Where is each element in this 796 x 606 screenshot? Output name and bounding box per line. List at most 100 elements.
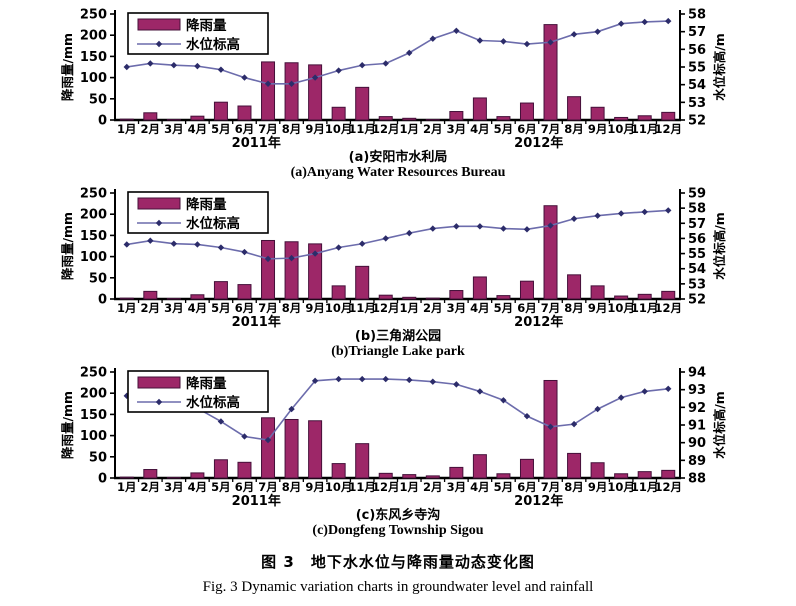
month-label: 10月 [607,122,635,136]
level-marker [429,225,437,232]
rain-bar [567,274,582,300]
rain-bar [261,417,276,479]
month-label: 9月 [305,480,325,494]
level-marker [194,62,201,70]
legend-rainfall-label: 降雨量 [186,375,227,392]
level-marker [358,240,366,247]
level-marker [547,423,554,430]
month-label: 7月 [541,122,561,136]
chart-b-caption-en: (b)Triangle Lake park [331,344,465,359]
month-label: 6月 [235,122,255,136]
month-label: 6月 [235,301,255,315]
rainfall-bars [119,24,676,121]
month-label: 8月 [564,480,584,494]
right-tick-label: 91 [688,419,706,434]
level-marker [665,17,672,25]
level-marker [547,222,554,229]
chart-panel-b: 0 50 100 150 200 250 52 53 54 55 56 57 58 59 降雨量/mm 水位标… [0,181,796,360]
rain-bar [143,469,158,479]
level-marker [382,60,389,67]
month-label: 1月 [117,122,137,136]
level-marker [476,388,484,395]
left-tick-label: 0 [98,114,107,129]
rain-bar [213,459,228,479]
level-marker [147,60,154,67]
left-tick-label: 100 [80,429,107,444]
level-marker [217,66,225,73]
legend-level-label: 水位标高 [186,394,240,411]
level-marker [358,375,366,383]
level-marker [264,255,272,263]
left-tick-label: 250 [80,187,107,202]
month-label: 5月 [211,122,231,136]
month-label: 5月 [211,480,231,494]
right-tick-label: 55 [688,247,706,262]
month-label: 7月 [541,480,561,494]
month-label: 2月 [423,301,443,315]
level-marker [476,37,484,44]
month-label: 3月 [447,480,467,494]
level-marker [217,418,225,425]
right-tick-label: 94 [688,366,706,381]
level-marker [429,378,437,385]
rain-bar [190,472,205,479]
month-label: 2月 [141,122,161,136]
level-marker [382,235,389,242]
right-tick-label: 54 [688,262,706,277]
rain-bar [284,62,299,121]
level-marker [406,49,413,57]
right-tick-label: 89 [688,454,706,469]
right-tick-label: 57 [688,217,706,232]
rain-bar [637,293,652,300]
rain-bar [637,115,652,121]
rain-bar [308,420,323,479]
year-label-2011: 2011年 [232,135,281,150]
rain-bar [261,239,276,300]
month-label: 11月 [348,301,376,315]
figure-caption-zh: 图 3 地下水水位与降雨量动态变化图 [261,553,535,571]
rainfall-bars [119,379,676,479]
rain-bar [472,454,487,479]
rain-bar [190,294,205,300]
rain-bar [543,24,558,121]
level-marker [547,39,554,46]
level-marker [617,20,625,27]
month-label: 1月 [400,122,420,136]
level-marker [358,62,366,69]
rain-bar [449,111,464,121]
left-tick-label: 100 [80,71,107,86]
month-label: 2月 [423,480,443,494]
right-tick-label: 56 [688,43,706,58]
rain-bar [143,112,158,121]
rain-bar [496,295,511,300]
legend-bar-swatch [137,376,181,389]
left-axis-title: 降雨量/mm [60,391,75,459]
rain-bar [519,102,534,121]
month-label: 12月 [654,122,682,136]
month-label: 8月 [282,480,302,494]
level-marker [617,394,625,401]
level-marker [147,237,154,244]
level-marker [453,381,460,388]
rain-bar [331,106,346,121]
left-tick-label: 0 [98,293,107,308]
legend-rainfall-label: 降雨量 [186,17,227,34]
month-label: 10月 [325,480,353,494]
left-tick-label: 250 [80,366,107,381]
rain-bar [425,297,440,300]
right-tick-label: 52 [688,114,706,129]
rain-bar [378,116,393,121]
chart-a-plot: 0 50 100 150 200 250 52 53 54 55 56 57 58 降雨量/mm 水位标高/… [60,8,727,151]
left-axis-title: 降雨量/mm [60,33,75,101]
month-label: 4月 [188,480,208,494]
month-label: 1月 [117,480,137,494]
month-label: 12月 [372,122,400,136]
left-tick-label: 200 [80,387,107,402]
month-label: 12月 [654,301,682,315]
left-tick-label: 0 [98,472,107,487]
rain-bar [590,462,605,479]
month-label: 2月 [141,301,161,315]
